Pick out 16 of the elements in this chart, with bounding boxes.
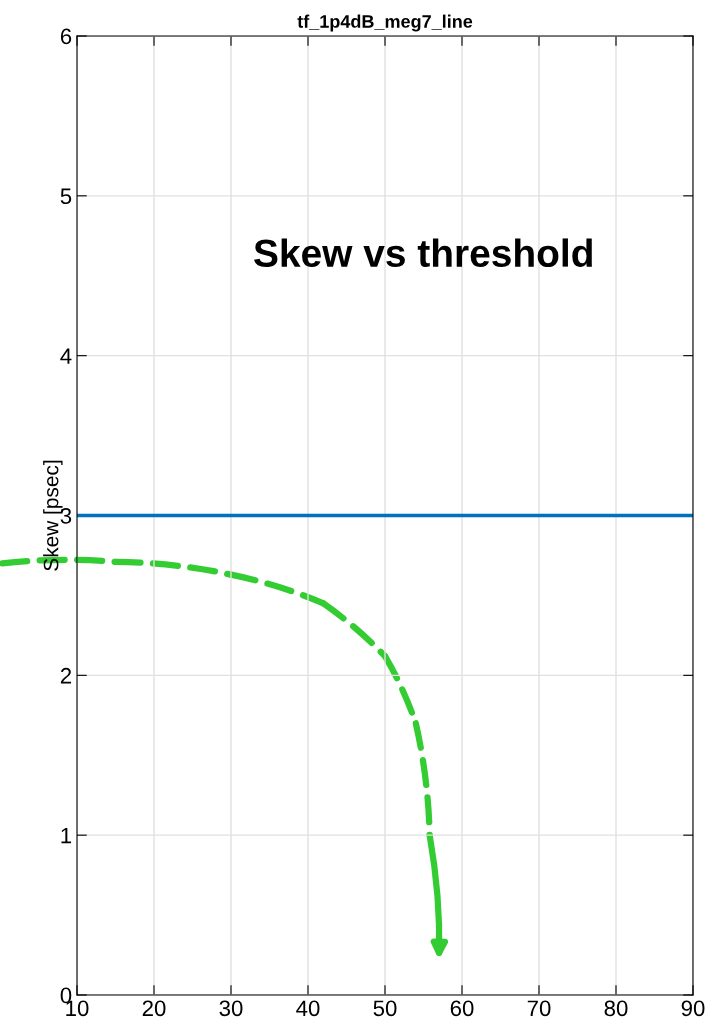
x-tick-label: 40 [296,1000,320,1017]
x-tick-label: 80 [604,1000,628,1017]
x-tick-label: 70 [527,1000,551,1017]
x-tick-label: 50 [373,1000,397,1017]
x-tick-label: 90 [681,1000,705,1017]
annotation: Skew vs threshold [254,238,592,268]
x-tick-label: 20 [142,1000,166,1017]
y-tick-label: 6 [60,28,72,45]
y-tick-label: 1 [61,827,72,844]
chart-title: tf_1p4dB_meg7_line [297,14,473,32]
y-tick-label: 2 [60,667,72,684]
y-tick-label: 5 [60,188,72,205]
x-tick-label: 30 [219,1000,243,1017]
y-tick-label: 4 [60,348,72,364]
x-tick-label: 60 [450,1000,474,1017]
y-tick-label: 3 [60,508,72,524]
